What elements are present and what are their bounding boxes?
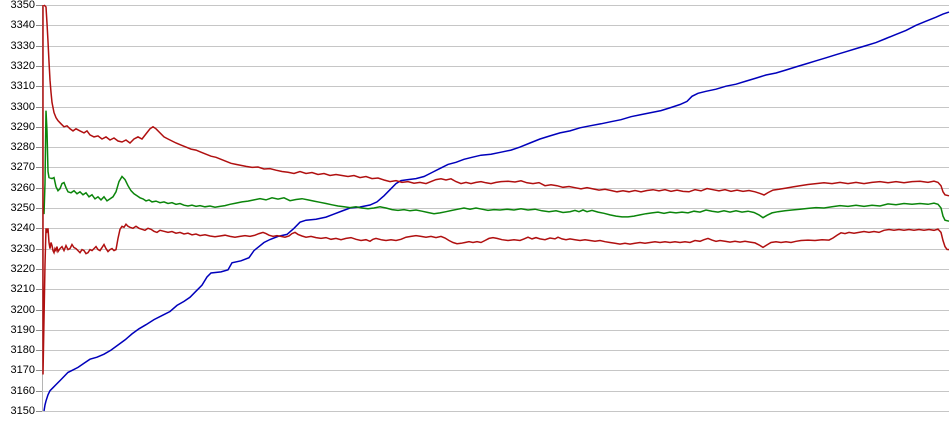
y-axis-label: 3330: [10, 39, 35, 52]
y-axis-label: 3180: [10, 344, 35, 357]
upper-red-line: [43, 4, 950, 197]
y-axis-label: 3320: [10, 59, 35, 72]
y-axis-label: 3310: [10, 80, 35, 93]
y-axis-label: 3220: [10, 262, 35, 275]
green-line: [43, 110, 950, 222]
y-axis-label: 3300: [10, 100, 35, 113]
y-axis-label: 3150: [10, 405, 35, 417]
y-axis-label: 3190: [10, 323, 35, 336]
gridlines: [36, 5, 949, 412]
y-axis-label: 3260: [10, 181, 35, 194]
y-axis-label: 3270: [10, 161, 35, 174]
y-axis-label: 3200: [10, 303, 35, 316]
balance-line: [43, 11, 950, 412]
y-axis-label: 3240: [10, 222, 35, 235]
y-axis-label: 3290: [10, 120, 35, 133]
y-axis-label: 3280: [10, 141, 35, 154]
y-axis-label: 3250: [10, 202, 35, 214]
y-axis-label: 3340: [10, 19, 35, 32]
y-axis-label: 3350: [10, 0, 35, 11]
lower-red-line: [42, 5, 950, 375]
y-axis-label: 3230: [10, 242, 35, 255]
y-axis-label: 3210: [10, 283, 35, 296]
y-axis-label: 3160: [10, 384, 35, 397]
y-axis-label: 3170: [10, 364, 35, 377]
